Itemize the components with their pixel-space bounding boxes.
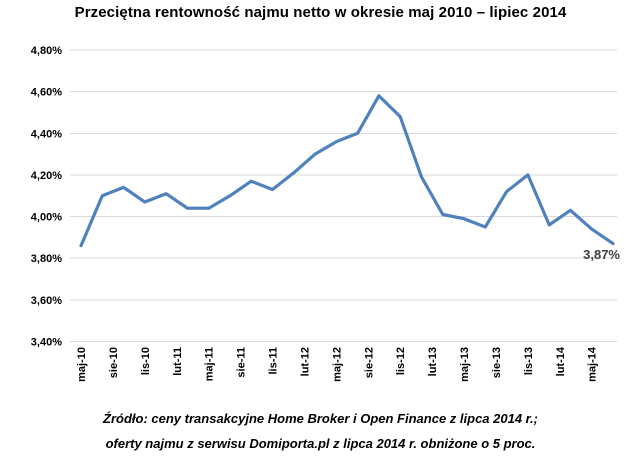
x-axis-tick-label: sie-11 bbox=[236, 347, 248, 378]
x-axis-tick-label: maj-10 bbox=[76, 347, 88, 382]
x-axis-tick-label: lut-11 bbox=[172, 347, 184, 376]
x-axis-tick-label: lut-13 bbox=[427, 347, 439, 376]
x-axis-tick-label: maj-14 bbox=[587, 346, 599, 382]
chart-title: Przeciętna rentowność najmu netto w okre… bbox=[74, 4, 567, 21]
source-note: Źródło: ceny transakcyjne Home Broker i … bbox=[0, 406, 641, 456]
y-axis-tick-label: 3,60% bbox=[31, 295, 62, 307]
y-axis-tick-label: 4,20% bbox=[31, 170, 62, 182]
net-rental-yield-line bbox=[79, 94, 615, 248]
y-axis-tick-label: 4,40% bbox=[31, 129, 62, 141]
x-axis-tick-label: sie-12 bbox=[363, 347, 375, 378]
x-axis-tick-label: lis-13 bbox=[523, 347, 535, 375]
x-axis-tick-label: maj-12 bbox=[331, 347, 343, 382]
y-axis-tick-label: 3,80% bbox=[31, 253, 62, 265]
x-axis-tick-label: lis-10 bbox=[140, 347, 152, 375]
x-axis-tick-label: sie-13 bbox=[491, 347, 503, 378]
x-axis-tick-label: lis-11 bbox=[268, 347, 280, 375]
x-axis-tick-label: maj-11 bbox=[204, 347, 216, 381]
x-axis-tick-label: lis-12 bbox=[395, 347, 407, 375]
source-note-line1: Źródło: ceny transakcyjne Home Broker i … bbox=[103, 411, 538, 426]
source-note-line2: oferty najmu z serwisu Domiporta.pl z li… bbox=[105, 436, 536, 451]
x-axis-tick-label: maj-13 bbox=[459, 347, 471, 382]
x-axis-tick-label: sie-10 bbox=[108, 347, 120, 378]
y-axis-tick-label: 3,40% bbox=[31, 337, 62, 349]
line-chart: 4,80% 4,60% 4,40% 4,20% 4,00% 3,80% 3,60% 3,40%… bbox=[31, 45, 621, 382]
x-axis-tick-label: lut-12 bbox=[299, 347, 311, 376]
x-axis-tick-label: lut-14 bbox=[555, 346, 567, 376]
y-axis-tick-label: 4,00% bbox=[31, 212, 62, 224]
y-axis-tick-label: 4,60% bbox=[31, 87, 62, 99]
y-axis-tick-label: 4,80% bbox=[31, 45, 62, 57]
last-point-label: 3,87% bbox=[583, 247, 620, 262]
